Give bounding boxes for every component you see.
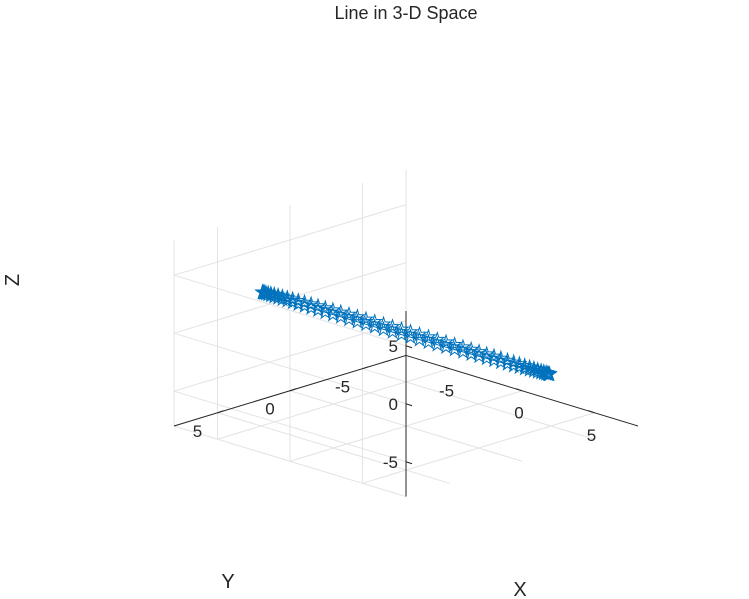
y-tick-label: 5 bbox=[193, 422, 202, 441]
data-point-star bbox=[485, 347, 503, 364]
z-tick bbox=[405, 345, 413, 349]
y-tick bbox=[217, 410, 224, 414]
x-tick-label: -5 bbox=[439, 382, 454, 401]
gridline-floor-x bbox=[362, 412, 595, 484]
y-axis-label: Y bbox=[221, 571, 234, 593]
data-point-star bbox=[257, 285, 275, 301]
data-series bbox=[254, 283, 558, 382]
y-tick bbox=[289, 388, 297, 392]
data-point-star bbox=[499, 351, 516, 368]
pane-edge bbox=[173, 425, 407, 498]
data-point-star bbox=[324, 301, 342, 318]
data-point-star bbox=[411, 325, 428, 342]
data-point-star bbox=[511, 355, 528, 371]
z-tick-label: 0 bbox=[389, 395, 398, 414]
data-point-star bbox=[302, 295, 320, 312]
data-point-star bbox=[290, 295, 307, 312]
chart-title: Line in 3-D Space bbox=[334, 3, 477, 23]
data-point-star bbox=[535, 363, 553, 379]
x-tick bbox=[515, 388, 523, 392]
data-point-star bbox=[525, 359, 543, 376]
z-tick-label: 5 bbox=[389, 337, 398, 356]
data-point-star bbox=[516, 356, 533, 373]
y-tick bbox=[362, 366, 369, 370]
data-point-star bbox=[420, 328, 437, 345]
gridline-wall-x-horizontal bbox=[173, 332, 407, 405]
axes bbox=[173, 310, 639, 497]
data-point-star bbox=[478, 345, 495, 362]
data-point-star bbox=[309, 297, 327, 313]
data-point-star bbox=[393, 320, 410, 337]
z-axis-label: Z bbox=[2, 274, 24, 286]
data-point-star bbox=[317, 299, 334, 315]
gridline-wall-x-horizontal bbox=[173, 274, 407, 347]
z-tick-label: -5 bbox=[383, 453, 398, 472]
data-point-star bbox=[521, 358, 538, 375]
x-tick bbox=[443, 366, 450, 370]
z-tick bbox=[405, 461, 413, 465]
tick-labels: -5 0 5 -5 0 5 -5 0 5 bbox=[193, 337, 596, 472]
data-point-star bbox=[505, 353, 522, 370]
x-axis-label: X bbox=[513, 579, 526, 599]
z-tick bbox=[405, 403, 413, 407]
data-point-star bbox=[279, 292, 296, 308]
data-point-star bbox=[274, 290, 291, 307]
y-tick-label: -5 bbox=[335, 378, 350, 397]
gridline-wall-y-horizontal bbox=[173, 204, 407, 276]
data-point-star bbox=[402, 323, 419, 339]
y-tick-label: 0 bbox=[265, 400, 274, 419]
x-tick bbox=[588, 410, 595, 414]
gridline-floor-y bbox=[217, 412, 450, 484]
data-point-star bbox=[492, 349, 510, 366]
x-tick-label: 0 bbox=[514, 404, 523, 423]
x-tick-label: 5 bbox=[587, 426, 596, 445]
